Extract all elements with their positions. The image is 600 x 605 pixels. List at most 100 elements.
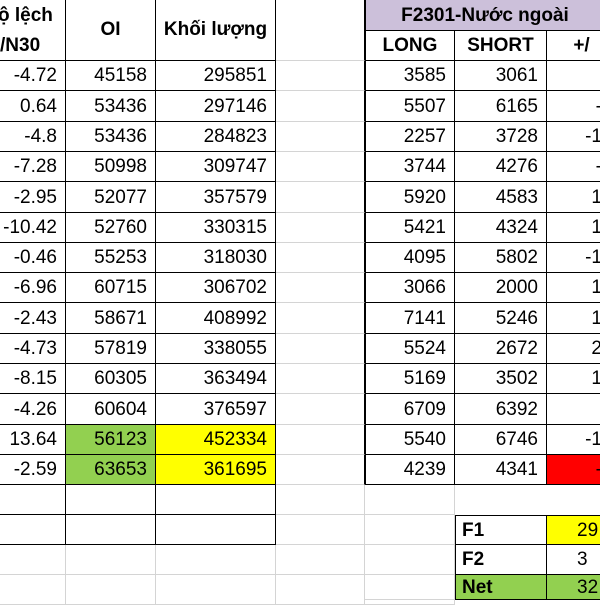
cell-short: 6392 bbox=[455, 394, 547, 425]
cell-short: 4276 bbox=[455, 152, 547, 182]
empty-cell bbox=[365, 575, 455, 600]
header-net-change: +/ bbox=[547, 31, 600, 61]
cell-short: 4324 bbox=[455, 213, 547, 243]
cell-khoi-luong: 376597 bbox=[156, 394, 276, 425]
empty-cell bbox=[66, 545, 156, 575]
cell-oi: 45158 bbox=[66, 61, 156, 91]
cell-short: 2000 bbox=[455, 273, 547, 303]
empty-cell bbox=[0, 575, 66, 605]
empty-cell bbox=[276, 273, 365, 303]
cell-long: 3066 bbox=[365, 273, 455, 303]
cell-oi: 52760 bbox=[66, 213, 156, 243]
cell-long: 7141 bbox=[365, 303, 455, 334]
empty-cell bbox=[276, 182, 365, 213]
cell-long: 4239 bbox=[365, 455, 455, 485]
cell-net-change: -1 bbox=[547, 243, 600, 273]
empty-cell bbox=[276, 61, 365, 91]
cell-oi: 56123 bbox=[66, 425, 156, 455]
cell-net-change: 1 bbox=[547, 364, 600, 394]
cell-net-change: - bbox=[547, 152, 600, 182]
cell-khoi-luong: 318030 bbox=[156, 243, 276, 273]
cell-short: 6165 bbox=[455, 91, 547, 122]
cell-long: 4095 bbox=[365, 243, 455, 273]
empty-cell bbox=[276, 485, 365, 515]
empty-cell bbox=[365, 515, 455, 545]
summary-value: 32 bbox=[547, 575, 600, 600]
cell-do-lech: -4.72 bbox=[0, 61, 66, 91]
empty-cell bbox=[276, 515, 365, 545]
cell-short: 6746 bbox=[455, 425, 547, 455]
cell-khoi-luong: 330315 bbox=[156, 213, 276, 243]
cell-oi: 55253 bbox=[66, 243, 156, 273]
cell-long: 5421 bbox=[365, 213, 455, 243]
empty-cell bbox=[276, 152, 365, 182]
header-f2301: F2301-Nước ngoài bbox=[365, 0, 600, 31]
cell-net-change: 1 bbox=[547, 182, 600, 213]
empty-cell bbox=[276, 213, 365, 243]
cell-net-change: - bbox=[547, 455, 600, 485]
empty-cell bbox=[276, 303, 365, 334]
empty-cell bbox=[156, 575, 276, 605]
empty-cell bbox=[66, 485, 156, 515]
summary-label: Net bbox=[455, 575, 547, 600]
summary-label: F1 bbox=[455, 515, 547, 545]
cell-long: 5507 bbox=[365, 91, 455, 122]
empty-cell bbox=[156, 545, 276, 575]
cell-khoi-luong: 295851 bbox=[156, 61, 276, 91]
cell-khoi-luong: 338055 bbox=[156, 334, 276, 364]
cell-khoi-luong: 361695 bbox=[156, 455, 276, 485]
cell-long: 3744 bbox=[365, 152, 455, 182]
cell-do-lech: -4.73 bbox=[0, 334, 66, 364]
cell-khoi-luong: 309747 bbox=[156, 152, 276, 182]
empty-cell bbox=[66, 575, 156, 605]
cell-short: 4341 bbox=[455, 455, 547, 485]
cell-short: 4583 bbox=[455, 182, 547, 213]
cell-khoi-luong: 306702 bbox=[156, 273, 276, 303]
empty-cell bbox=[276, 91, 365, 122]
cell-oi: 60305 bbox=[66, 364, 156, 394]
empty-cell bbox=[276, 122, 365, 152]
cell-khoi-luong: 452334 bbox=[156, 425, 276, 455]
cell-long: 2257 bbox=[365, 122, 455, 152]
cell-do-lech: -2.95 bbox=[0, 182, 66, 213]
cell-do-lech: -2.43 bbox=[0, 303, 66, 334]
cell-long: 6709 bbox=[365, 394, 455, 425]
empty-cell bbox=[0, 515, 66, 545]
empty-cell bbox=[156, 515, 276, 545]
empty-cell bbox=[276, 545, 365, 575]
empty-cell bbox=[276, 334, 365, 364]
cell-do-lech: -8.15 bbox=[0, 364, 66, 394]
cell-do-lech: -7.28 bbox=[0, 152, 66, 182]
empty-cell bbox=[66, 515, 156, 545]
header-oi: OI bbox=[66, 0, 156, 61]
cell-oi: 63653 bbox=[66, 455, 156, 485]
cell-khoi-luong: 357579 bbox=[156, 182, 276, 213]
cell-oi: 57819 bbox=[66, 334, 156, 364]
empty-cell bbox=[276, 0, 365, 61]
header-khoi-luong: Khối lượng bbox=[156, 0, 276, 61]
cell-long: 5920 bbox=[365, 182, 455, 213]
cell-do-lech: -6.96 bbox=[0, 273, 66, 303]
header-long: LONG bbox=[365, 31, 455, 61]
cell-do-lech: -4.8 bbox=[0, 122, 66, 152]
cell-net-change: - bbox=[547, 91, 600, 122]
cell-oi: 58671 bbox=[66, 303, 156, 334]
cell-khoi-luong: 363494 bbox=[156, 364, 276, 394]
empty-cell bbox=[0, 545, 66, 575]
cell-do-lech: -10.42 bbox=[0, 213, 66, 243]
empty-cell bbox=[365, 545, 455, 575]
summary-label: F2 bbox=[455, 545, 547, 575]
summary-value: 3 bbox=[547, 545, 600, 575]
empty-cell bbox=[156, 485, 276, 515]
cell-khoi-luong: 284823 bbox=[156, 122, 276, 152]
cell-net-change: 2 bbox=[547, 334, 600, 364]
cell-long: 5524 bbox=[365, 334, 455, 364]
cell-oi: 53436 bbox=[66, 91, 156, 122]
header-do-lech-line1: ộ lệch bbox=[0, 5, 53, 26]
cell-short: 2672 bbox=[455, 334, 547, 364]
cell-do-lech: 13.64 bbox=[0, 425, 66, 455]
empty-cell bbox=[365, 485, 455, 515]
cell-net-change: 1 bbox=[547, 273, 600, 303]
cell-khoi-luong: 297146 bbox=[156, 91, 276, 122]
